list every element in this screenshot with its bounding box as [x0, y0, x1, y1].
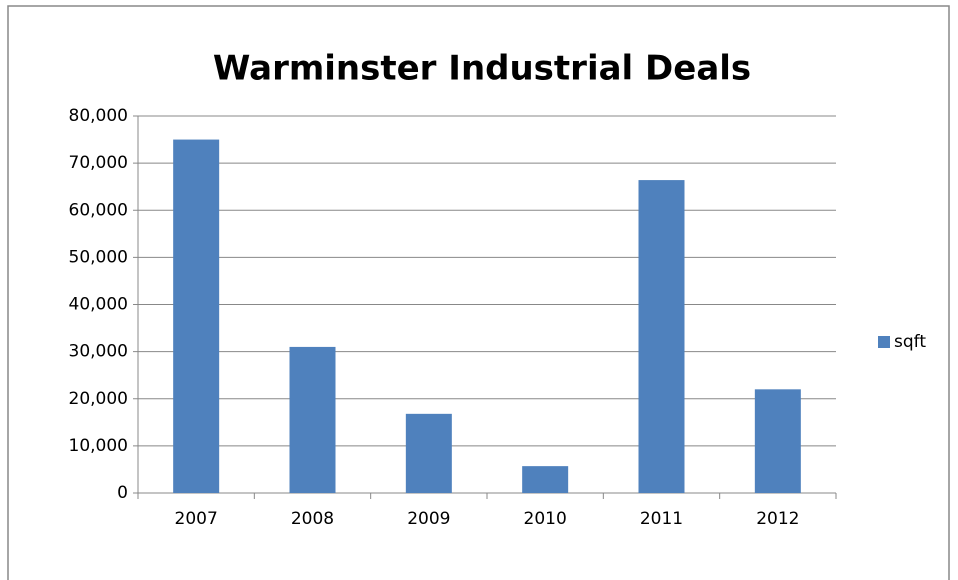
- y-tick-label: 50,000: [69, 247, 128, 267]
- y-tick-label: 60,000: [69, 200, 128, 220]
- chart-title: Warminster Industrial Deals: [213, 49, 751, 89]
- legend-swatch: [878, 336, 890, 348]
- bar: [173, 139, 220, 493]
- bar: [638, 180, 685, 493]
- x-tick-label: 2012: [756, 509, 799, 529]
- y-tick-label: 30,000: [69, 342, 128, 362]
- x-tick-label: 2007: [175, 509, 218, 529]
- y-tick-label: 40,000: [69, 295, 128, 315]
- chart-border: [7, 5, 950, 580]
- x-tick-label: 2011: [640, 509, 683, 529]
- y-tick-label: 10,000: [69, 436, 128, 456]
- x-tick-label: 2010: [524, 509, 567, 529]
- bar: [289, 346, 336, 493]
- bar: [522, 466, 569, 493]
- y-tick-label: 70,000: [69, 153, 128, 173]
- y-tick-label: 0: [117, 483, 128, 503]
- x-tick-label: 2009: [407, 509, 450, 529]
- bar: [754, 389, 801, 493]
- y-tick-label: 20,000: [69, 389, 128, 409]
- bar: [405, 413, 452, 493]
- legend-label: sqft: [894, 332, 926, 352]
- y-tick-label: 80,000: [69, 106, 128, 126]
- x-tick-label: 2008: [291, 509, 334, 529]
